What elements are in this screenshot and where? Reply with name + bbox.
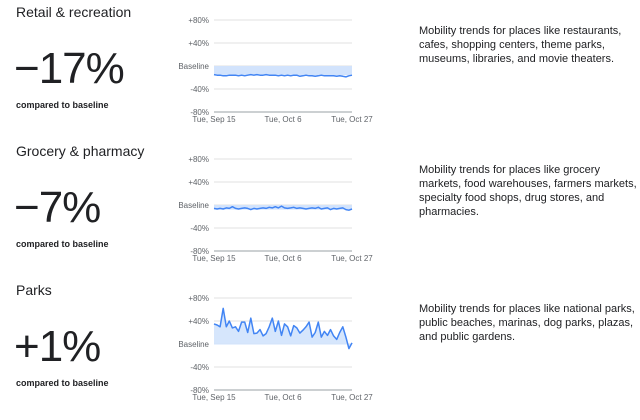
x-tick-label: Tue, Sep 15 <box>192 115 236 124</box>
grocery-chart: +80% +40% Baseline -40% -80%Tue, Sep 15 Tue, … <box>178 155 373 263</box>
y-tick-label: -80% <box>190 247 209 256</box>
y-tick-label: +80% <box>188 16 209 25</box>
retail-chart: +80% +40% Baseline -40% -80%Tue, Sep 15 Tue, … <box>178 16 373 124</box>
baseline-band <box>214 66 352 76</box>
y-tick-label: -40% <box>190 363 209 372</box>
y-tick-label: -40% <box>190 224 209 233</box>
x-tick-label: Tue, Oct 6 <box>264 254 302 263</box>
category-title: Retail & recreation <box>16 4 132 20</box>
series-line <box>213 205 353 211</box>
y-tick-label: +80% <box>188 294 209 303</box>
series-line <box>213 73 353 78</box>
y-tick-label: -40% <box>190 85 209 94</box>
percent-change: +1% <box>14 322 101 371</box>
y-tick-label: Baseline <box>178 201 209 210</box>
y-tick-label: +80% <box>188 155 209 164</box>
y-tick-label: +40% <box>188 39 209 48</box>
x-tick-label: Tue, Oct 6 <box>264 115 302 124</box>
x-tick-label: Tue, Sep 15 <box>192 393 236 402</box>
percent-change: −17% <box>14 44 125 93</box>
y-tick-label: Baseline <box>178 340 209 349</box>
category-description: Mobility trends for places like restaura… <box>419 25 622 65</box>
x-tick-label: Tue, Oct 6 <box>264 393 302 402</box>
parks-section: Parks +1% compared to baseline +80% +40% B… <box>0 282 640 420</box>
grocery-section: Grocery & pharmacy −7% compared to basel… <box>0 143 640 281</box>
compared-label: compared to baseline <box>16 239 109 249</box>
category-title: Grocery & pharmacy <box>16 143 145 159</box>
compared-label: compared to baseline <box>16 378 109 388</box>
x-tick-label: Tue, Oct 27 <box>331 393 373 402</box>
x-tick-label: Tue, Oct 27 <box>331 115 373 124</box>
x-tick-label: Tue, Sep 15 <box>192 254 236 263</box>
series-line <box>213 307 353 350</box>
category-description: Mobility trends for places like national… <box>419 303 635 343</box>
y-tick-label: Baseline <box>178 62 209 71</box>
parks-chart: +80% +40% Baseline -40% -80%Tue, Sep 15 Tue, … <box>178 294 373 402</box>
percent-change: −7% <box>14 183 101 232</box>
y-tick-label: -80% <box>190 108 209 117</box>
category-title: Parks <box>16 282 52 298</box>
y-tick-label: +40% <box>188 317 209 326</box>
y-tick-label: -80% <box>190 386 209 395</box>
y-tick-label: +40% <box>188 178 209 187</box>
compared-label: compared to baseline <box>16 100 109 110</box>
x-tick-label: Tue, Oct 27 <box>331 254 373 263</box>
category-description: Mobility trends for places like grocery … <box>419 164 637 218</box>
retail-section: Retail & recreation −17% compared to bas… <box>0 4 640 142</box>
baseline-band <box>214 344 352 345</box>
area-fill <box>214 308 352 349</box>
